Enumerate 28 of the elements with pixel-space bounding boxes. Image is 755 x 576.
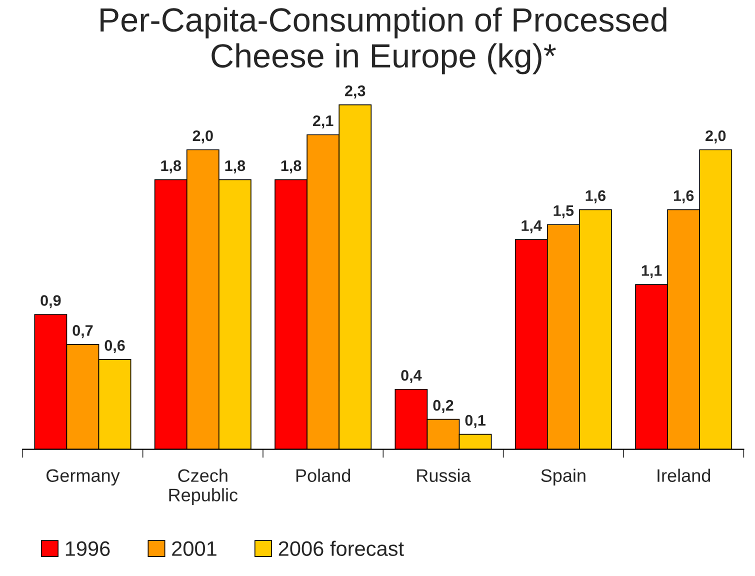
data-label: 1,1: [642, 265, 662, 278]
data-label: 0,7: [72, 325, 93, 338]
x-tick-label: Russia: [417, 468, 471, 482]
data-label: 0,2: [433, 400, 454, 413]
data-label: 1,6: [586, 190, 606, 204]
data-label: 0,4: [401, 370, 422, 384]
chart-title: Per-Capita-Consumption of Processed Cheese in Europe (kg)*: [100, 7, 666, 74]
x-tick-label: Ireland: [658, 468, 710, 482]
data-label: 2,3: [345, 85, 366, 98]
x-tick-label: Spain: [541, 468, 586, 486]
data-label: 0,6: [104, 340, 125, 354]
x-tick-label: Poland: [296, 468, 350, 482]
legend-label: 1996: [66, 541, 110, 556]
data-label: 1,4: [522, 220, 542, 234]
legend-label: 2006 forecast: [278, 540, 404, 556]
data-label: 1,5: [554, 205, 574, 218]
data-label: 1,6: [674, 190, 694, 204]
x-tick-label: Germany: [46, 469, 120, 486]
data-label: 2,0: [192, 130, 213, 144]
data-label: 2,0: [706, 130, 726, 144]
data-label: 0,1: [465, 414, 486, 428]
data-label: 1,8: [161, 160, 182, 174]
data-label: 0,9: [40, 295, 61, 308]
data-label: 2,1: [312, 115, 334, 128]
legend-label: 2001: [172, 541, 216, 556]
data-label: 1,8: [225, 160, 246, 174]
x-tick-label: Czech Republic: [169, 468, 238, 506]
data-label: 1,8: [281, 160, 302, 174]
